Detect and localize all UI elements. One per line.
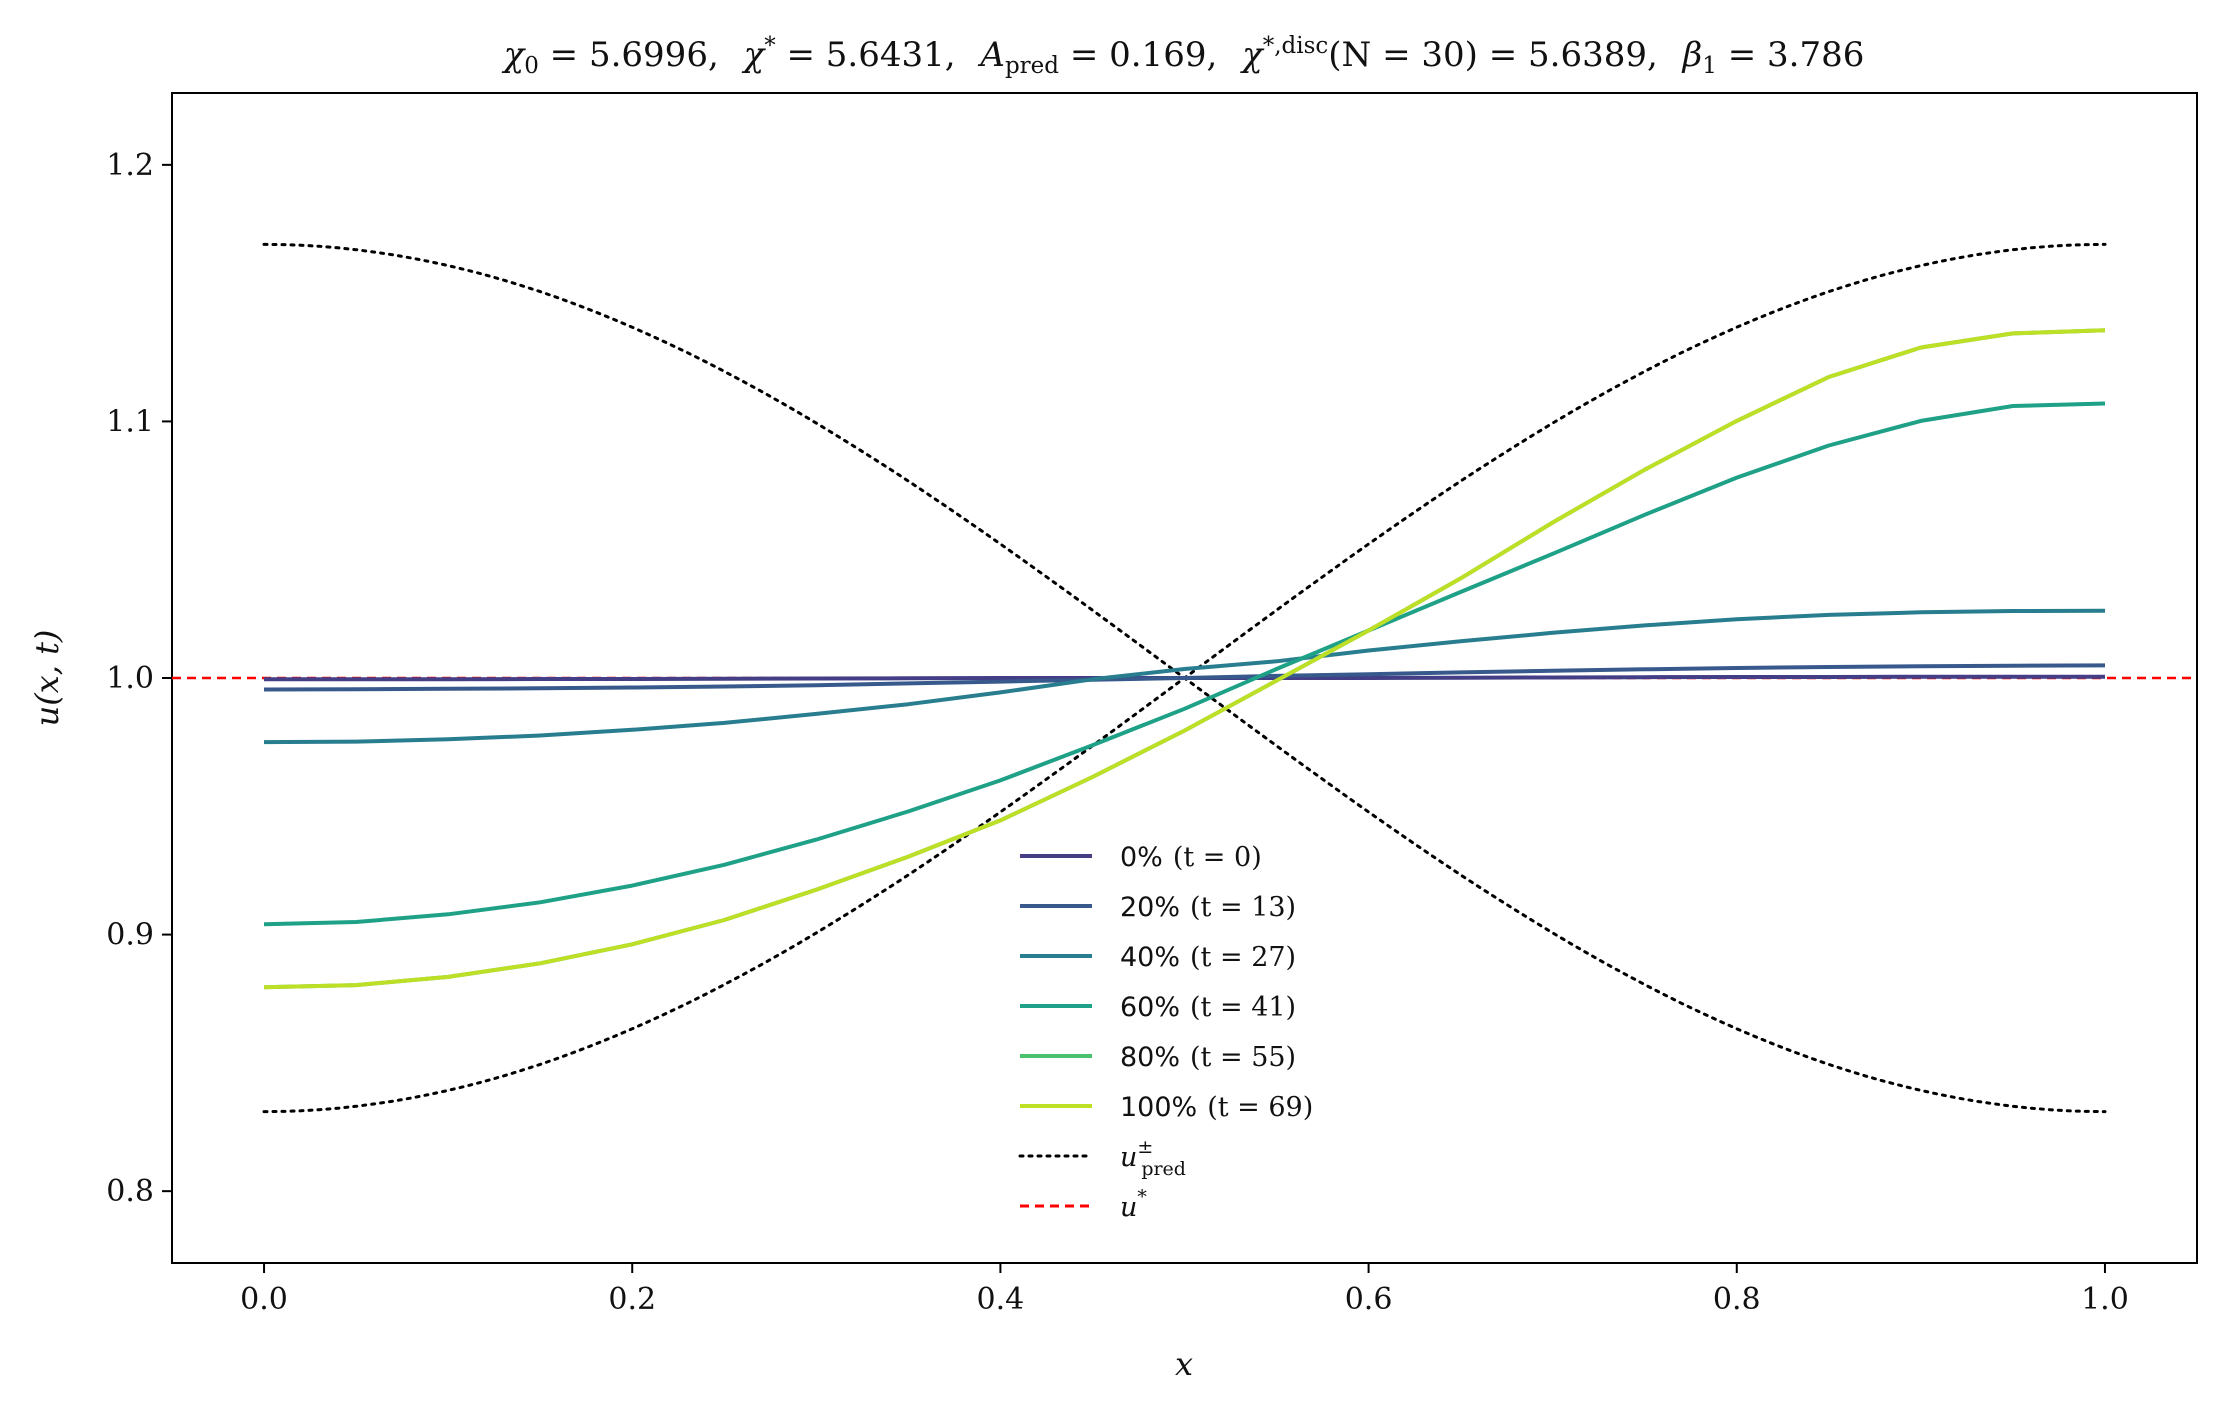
- x-tick-label: 0.2: [608, 1282, 656, 1317]
- series-layer: [172, 242, 2197, 1114]
- legend-label: 40% (t = 27): [1120, 942, 1296, 973]
- x-tick-label: 0.6: [1345, 1282, 1393, 1317]
- x-tick-label: 0.4: [977, 1282, 1025, 1317]
- series-40-t-27-line: [263, 608, 2106, 745]
- y-tick-label: 0.8: [106, 1174, 154, 1209]
- x-tick-label: 1.0: [2081, 1282, 2129, 1317]
- legend-label: 0% (t = 0): [1120, 842, 1262, 873]
- x-tick-label: 0.0: [240, 1282, 288, 1317]
- series-20-t-13-line: [263, 663, 2106, 692]
- x-tick-label: 0.8: [1713, 1282, 1761, 1317]
- y-tick-label: 0.9: [106, 918, 154, 953]
- legend-label: 80% (t = 55): [1120, 1042, 1296, 1073]
- x-axis-label: x: [1175, 1345, 1193, 1383]
- axis-ticks: 0.0 0.2 0.4 0.6 0.8 1.0 0.8 0.9 1.0 1.1 1.2: [106, 148, 2129, 1317]
- legend-label: u± pred: [1120, 1136, 1186, 1180]
- chart-title: χ0 = 5.6996, χ* = 5.6431, Apred = 0.169,…: [502, 33, 1865, 79]
- series-60-t-41-line: [263, 401, 2106, 927]
- legend-label: 100% (t = 69): [1120, 1092, 1313, 1123]
- legend-label: 60% (t = 41): [1120, 992, 1296, 1023]
- y-tick-label: 1.0: [106, 661, 154, 696]
- legend-label: 20% (t = 13): [1120, 892, 1296, 923]
- y-axis-label: u(x, t): [28, 630, 66, 727]
- y-tick-label: 1.2: [106, 148, 154, 183]
- legend-label: u*: [1120, 1186, 1147, 1223]
- series-100-t-69-line: [263, 328, 2106, 990]
- legend: 0% (t = 0) 20% (t = 13) 40% (t = 27) 60% (t = 4…: [1018, 842, 1313, 1223]
- y-tick-label: 1.1: [106, 404, 154, 439]
